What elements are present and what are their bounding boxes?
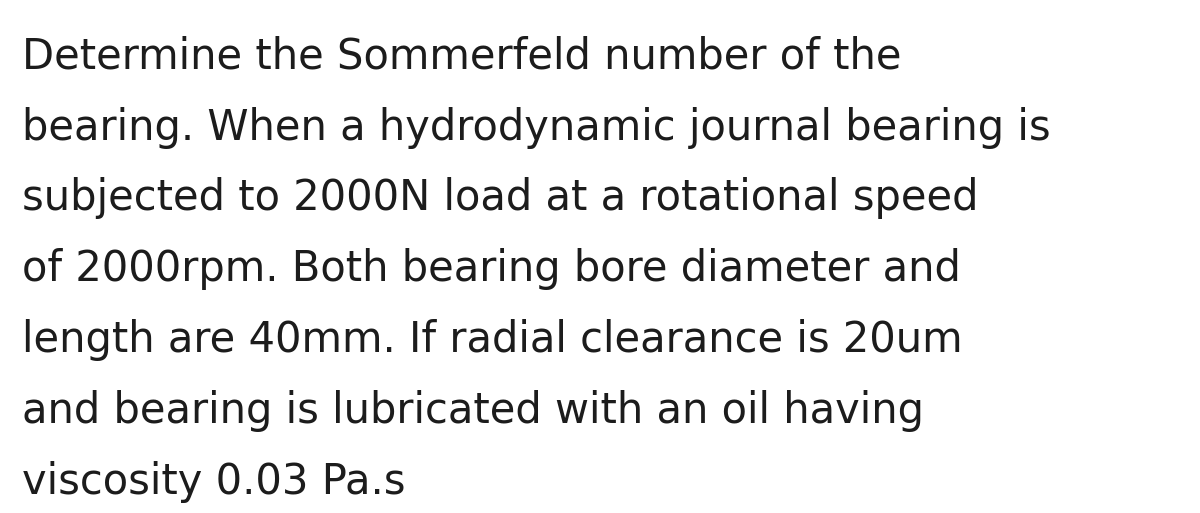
Text: and bearing is lubricated with an oil having: and bearing is lubricated with an oil ha… — [22, 390, 924, 432]
Text: Determine the Sommerfeld number of the: Determine the Sommerfeld number of the — [22, 36, 901, 78]
Text: of 2000rpm. Both bearing bore diameter and: of 2000rpm. Both bearing bore diameter a… — [22, 248, 960, 290]
Text: viscosity 0.03 Pa.s: viscosity 0.03 Pa.s — [22, 461, 406, 503]
Text: length are 40mm. If radial clearance is 20um: length are 40mm. If radial clearance is … — [22, 319, 962, 361]
Text: bearing. When a hydrodynamic journal bearing is: bearing. When a hydrodynamic journal bea… — [22, 107, 1050, 149]
Text: subjected to 2000N load at a rotational speed: subjected to 2000N load at a rotational … — [22, 177, 978, 220]
